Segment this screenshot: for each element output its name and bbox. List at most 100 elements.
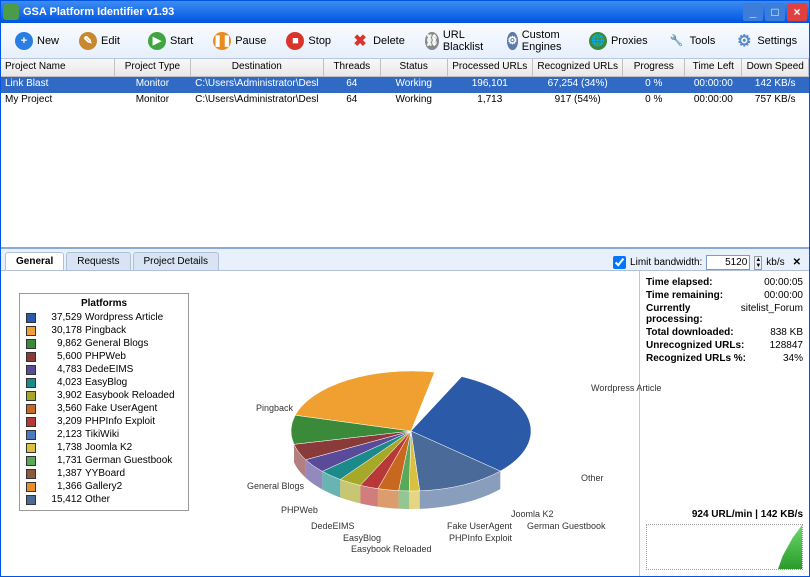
content-area: Platforms 37,529Wordpress Article30,178P…	[1, 271, 809, 576]
column-header[interactable]: Down Speed	[742, 59, 809, 76]
pie-label: Pingback	[256, 403, 293, 413]
gear-icon: ⚙	[735, 32, 753, 50]
table-cell: C:\Users\Administrator\Desl	[191, 77, 324, 93]
tab-project-details[interactable]: Project Details	[133, 252, 219, 270]
pie-label: German Guestbook	[527, 521, 606, 531]
table-row[interactable]: My ProjectMonitorC:\Users\Administrator\…	[1, 93, 809, 109]
bandwidth-box: Limit bandwidth: ▲▼ kb/s ✕	[613, 255, 805, 270]
new-button[interactable]: + New	[7, 29, 67, 53]
legend-item: 37,529Wordpress Article	[26, 311, 182, 324]
chart-area: Platforms 37,529Wordpress Article30,178P…	[1, 271, 639, 576]
pause-button[interactable]: ❚❚Pause	[205, 29, 274, 53]
table-cell: 67,254 (34%)	[533, 77, 623, 93]
pie-chart: Wordpress ArticlePingbackGeneral BlogsPH…	[251, 331, 571, 541]
wrench-icon: 🔧	[668, 32, 686, 50]
maximize-button[interactable]: □	[765, 3, 785, 21]
legend-item: 1,387YYBoard	[26, 467, 182, 480]
project-table-body: Link BlastMonitorC:\Users\Administrator\…	[1, 77, 809, 247]
blacklist-button[interactable]: ⛓URL Blacklist	[417, 26, 495, 56]
stat-unrec-val: 128847	[770, 340, 803, 351]
legend-item: 3,560Fake UserAgent	[26, 402, 182, 415]
pie-label: Easybook Reloaded	[351, 544, 432, 554]
pie-label: General Blogs	[247, 481, 304, 491]
tab-general[interactable]: General	[5, 252, 64, 270]
legend-item: 3,209PHPInfo Exploit	[26, 415, 182, 428]
tools-button[interactable]: 🔧 Tools	[660, 29, 724, 53]
column-header[interactable]: Progress	[623, 59, 685, 76]
stop-label: Stop	[308, 35, 331, 47]
spark-fill	[778, 525, 802, 569]
stat-remaining-key: Time remaining:	[646, 290, 723, 301]
table-cell: 142 KB/s	[742, 77, 809, 93]
table-cell: 0 %	[623, 93, 685, 109]
custom-engines-button[interactable]: ⚙Custom Engines	[499, 26, 577, 56]
stat-recpct-val: 34%	[783, 353, 803, 364]
start-button[interactable]: ▶Start	[140, 29, 201, 53]
table-row[interactable]: Link BlastMonitorC:\Users\Administrator\…	[1, 77, 809, 93]
tab-bar: General Requests Project Details Limit b…	[1, 249, 809, 271]
bandwidth-unit: kb/s	[766, 257, 784, 268]
tools-label: Tools	[690, 35, 716, 47]
edit-button[interactable]: ✎ Edit	[71, 29, 128, 53]
column-header[interactable]: Project Type	[115, 59, 191, 76]
legend-item: 2,123TikiWiki	[26, 428, 182, 441]
bandwidth-checkbox[interactable]	[613, 256, 626, 269]
proxies-label: Proxies	[611, 35, 648, 47]
close-button[interactable]: ×	[787, 3, 807, 21]
stats-panel: Time elapsed:00:00:05 Time remaining:00:…	[639, 271, 809, 576]
stat-recpct-key: Recognized URLs %:	[646, 353, 746, 364]
cubes-icon: ⚙	[507, 32, 518, 50]
table-cell: 00:00:00	[685, 77, 742, 93]
bandwidth-input[interactable]	[706, 255, 750, 270]
close-panel-icon[interactable]: ✕	[793, 257, 801, 268]
table-cell: 64	[324, 93, 381, 109]
pause-label: Pause	[235, 35, 266, 47]
column-header[interactable]: Destination	[191, 59, 324, 76]
platforms-legend: Platforms 37,529Wordpress Article30,178P…	[19, 293, 189, 511]
stat-downloaded-val: 838 KB	[770, 327, 803, 338]
titlebar[interactable]: GSA Platform Identifier v1.93 _ □ ×	[1, 1, 809, 23]
column-header[interactable]: Time Left	[685, 59, 742, 76]
stat-elapsed-key: Time elapsed:	[646, 277, 713, 288]
pie-label: PHPWeb	[281, 505, 318, 515]
pie-label: Fake UserAgent	[447, 521, 512, 531]
bandwidth-down[interactable]: ▼	[755, 263, 761, 269]
stat-downloaded-key: Total downloaded:	[646, 327, 734, 338]
table-cell: 196,101	[448, 77, 534, 93]
spark-text: 924 URL/min | 142 KB/s	[646, 509, 803, 520]
edit-label: Edit	[101, 35, 120, 47]
tab-requests[interactable]: Requests	[66, 252, 130, 270]
new-label: New	[37, 35, 59, 47]
settings-button[interactable]: ⚙Settings	[727, 29, 805, 53]
column-header[interactable]: Recognized URLs	[533, 59, 623, 76]
proxies-button[interactable]: 🌐Proxies	[581, 29, 656, 53]
minimize-button[interactable]: _	[743, 3, 763, 21]
column-header[interactable]: Status	[381, 59, 448, 76]
table-cell: Monitor	[115, 93, 191, 109]
bandwidth-label: Limit bandwidth:	[630, 257, 702, 268]
pie-label: DedeEIMS	[311, 521, 355, 531]
pie-label: PHPInfo Exploit	[449, 533, 512, 543]
legend-item: 5,600PHPWeb	[26, 350, 182, 363]
project-table-header: Project NameProject TypeDestinationThrea…	[1, 59, 809, 77]
table-cell: 917 (54%)	[533, 93, 623, 109]
table-cell: 1,713	[448, 93, 534, 109]
column-header[interactable]: Project Name	[1, 59, 115, 76]
window-title: GSA Platform Identifier v1.93	[23, 6, 741, 18]
legend-item: 1,366Gallery2	[26, 480, 182, 493]
table-cell: 0 %	[623, 77, 685, 93]
column-header[interactable]: Processed URLs	[448, 59, 534, 76]
pie-label: Joomla K2	[511, 509, 554, 519]
stat-remaining-val: 00:00:00	[764, 290, 803, 301]
delete-icon: ✖	[351, 32, 369, 50]
pencil-icon: ✎	[79, 32, 97, 50]
toolbar: +New ✎Edit ▶Start ❚❚Pause ■Stop ✖Delete …	[1, 23, 809, 59]
table-cell: 64	[324, 77, 381, 93]
table-cell: Link Blast	[1, 77, 115, 93]
stop-button[interactable]: ■Stop	[278, 29, 339, 53]
start-label: Start	[170, 35, 193, 47]
legend-item: 30,178Pingback	[26, 324, 182, 337]
column-header[interactable]: Threads	[324, 59, 381, 76]
plus-icon: +	[15, 32, 33, 50]
delete-button[interactable]: ✖Delete	[343, 29, 413, 53]
